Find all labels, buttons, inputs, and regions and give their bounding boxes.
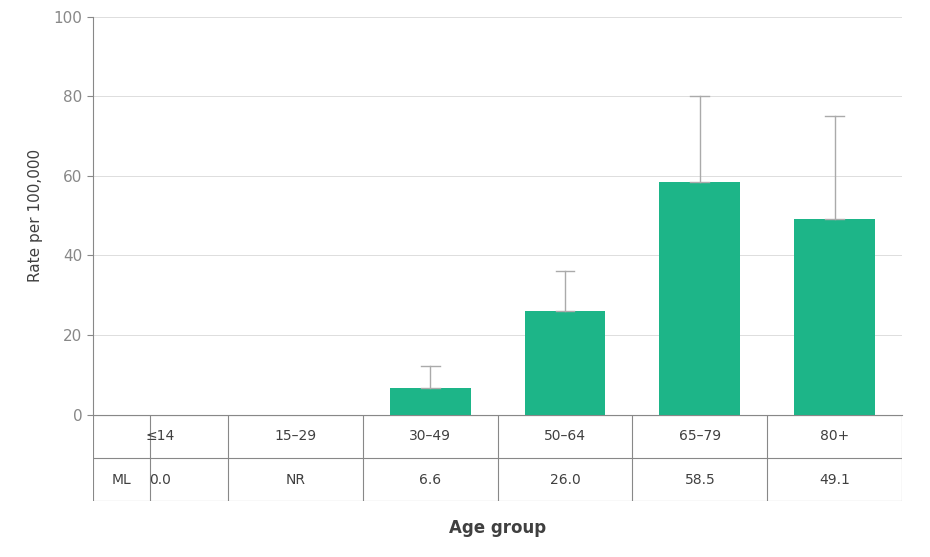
- Text: 30–49: 30–49: [409, 429, 451, 443]
- Text: ≤14: ≤14: [146, 429, 175, 443]
- Text: NR: NR: [286, 472, 305, 487]
- Text: Age group: Age group: [449, 519, 546, 536]
- Bar: [659, 182, 740, 414]
- Text: 65–79: 65–79: [679, 429, 721, 443]
- Text: 50–64: 50–64: [544, 429, 586, 443]
- Bar: [525, 311, 605, 414]
- Text: 58.5: 58.5: [684, 472, 715, 487]
- Text: ML: ML: [112, 472, 131, 487]
- Text: 15–29: 15–29: [274, 429, 316, 443]
- Bar: [390, 388, 471, 414]
- Text: 80+: 80+: [820, 429, 849, 443]
- Text: 26.0: 26.0: [550, 472, 580, 487]
- Text: 0.0: 0.0: [150, 472, 171, 487]
- Y-axis label: Rate per 100,000: Rate per 100,000: [28, 149, 43, 282]
- Bar: [794, 219, 875, 414]
- Text: 6.6: 6.6: [419, 472, 441, 487]
- Text: 49.1: 49.1: [819, 472, 850, 487]
